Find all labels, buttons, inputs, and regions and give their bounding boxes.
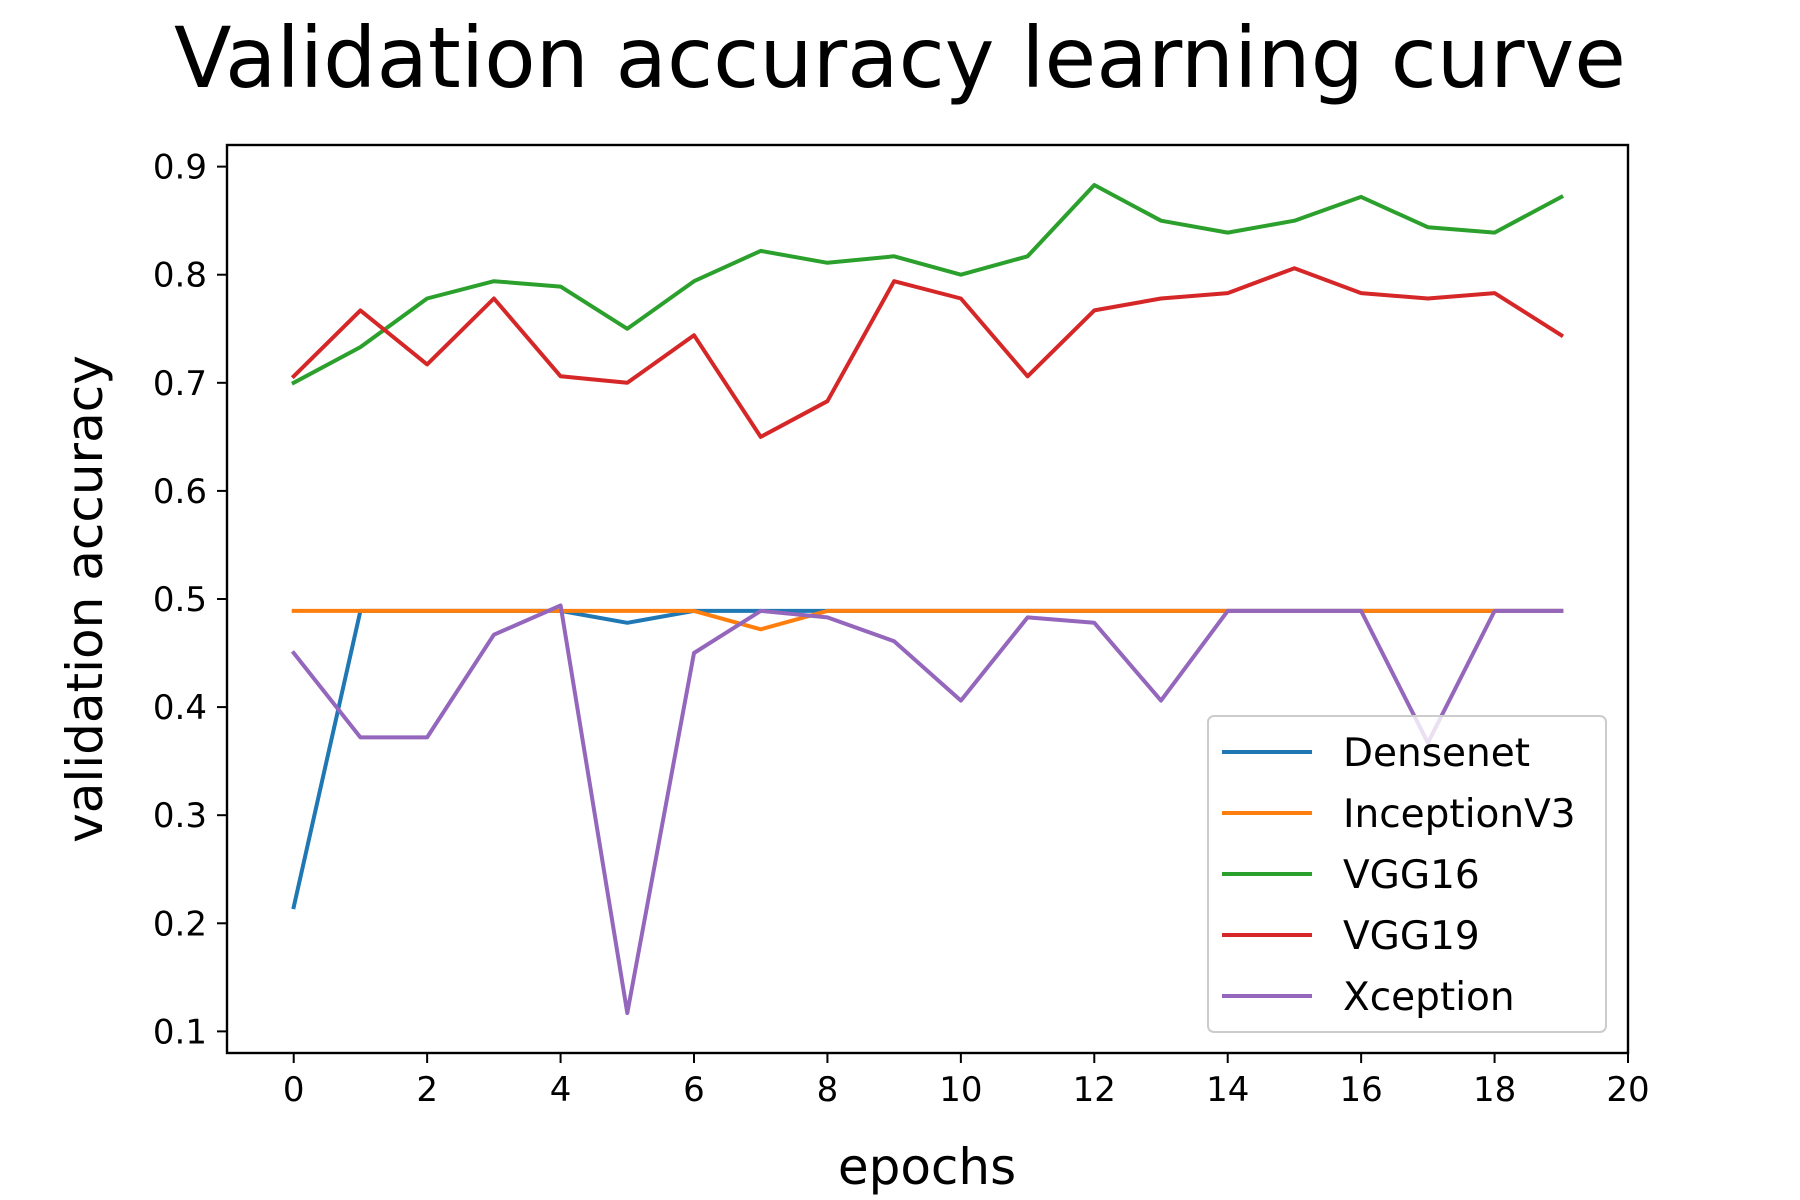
chart-title: Validation accuracy learning curve (174, 9, 1626, 107)
x-tick-label: 10 (939, 1070, 982, 1110)
x-tick-label: 6 (683, 1070, 705, 1110)
y-tick-label: 0.6 (153, 472, 207, 512)
y-tick-label: 0.8 (153, 256, 207, 296)
legend-label-vgg16: VGG16 (1343, 853, 1480, 898)
x-tick-label: 12 (1073, 1070, 1116, 1110)
legend-label-vgg19: VGG19 (1343, 914, 1480, 959)
legend-frame (1207, 715, 1607, 1033)
y-axis-ticks: 0.1 0.2 0.3 0.4 0.5 0.6 0.7 0.8 0.9 (153, 148, 227, 1052)
series-line-vgg16 (290, 183, 1565, 386)
y-tick-label: 0.7 (153, 364, 207, 404)
x-tick-label: 20 (1606, 1070, 1649, 1110)
y-tick-label: 0.3 (153, 796, 207, 836)
series-layer (290, 183, 1565, 1015)
legend-label-densenet: Densenet (1343, 731, 1530, 776)
legend-label-inceptionv3: InceptionV3 (1343, 792, 1576, 837)
series-line-xception (290, 603, 1564, 1015)
x-tick-label: 8 (817, 1070, 839, 1110)
legend-label-xception: Xception (1343, 975, 1515, 1020)
x-tick-label: 0 (283, 1070, 305, 1110)
x-tick-label: 14 (1206, 1070, 1249, 1110)
y-tick-label: 0.1 (153, 1012, 207, 1052)
legend-items: Densenet InceptionV3 VGG16 VGG19 Xception (1222, 731, 1576, 1020)
legend: Densenet InceptionV3 VGG16 VGG19 Xception (1207, 715, 1607, 1033)
y-tick-label: 0.2 (153, 904, 207, 944)
x-axis-ticks: 0 2 4 6 8 10 12 14 16 18 20 (283, 1053, 1650, 1110)
y-axis-label: validation accuracy (56, 355, 114, 843)
y-tick-label: 0.4 (153, 688, 207, 728)
series-line-vgg19 (290, 266, 1565, 439)
x-tick-label: 16 (1340, 1070, 1383, 1110)
y-tick-label: 0.9 (153, 148, 207, 188)
x-axis-label: epochs (838, 1138, 1016, 1196)
y-tick-label: 0.5 (153, 580, 207, 620)
x-tick-label: 18 (1473, 1070, 1516, 1110)
x-tick-label: 2 (416, 1070, 438, 1110)
x-tick-label: 4 (550, 1070, 572, 1110)
